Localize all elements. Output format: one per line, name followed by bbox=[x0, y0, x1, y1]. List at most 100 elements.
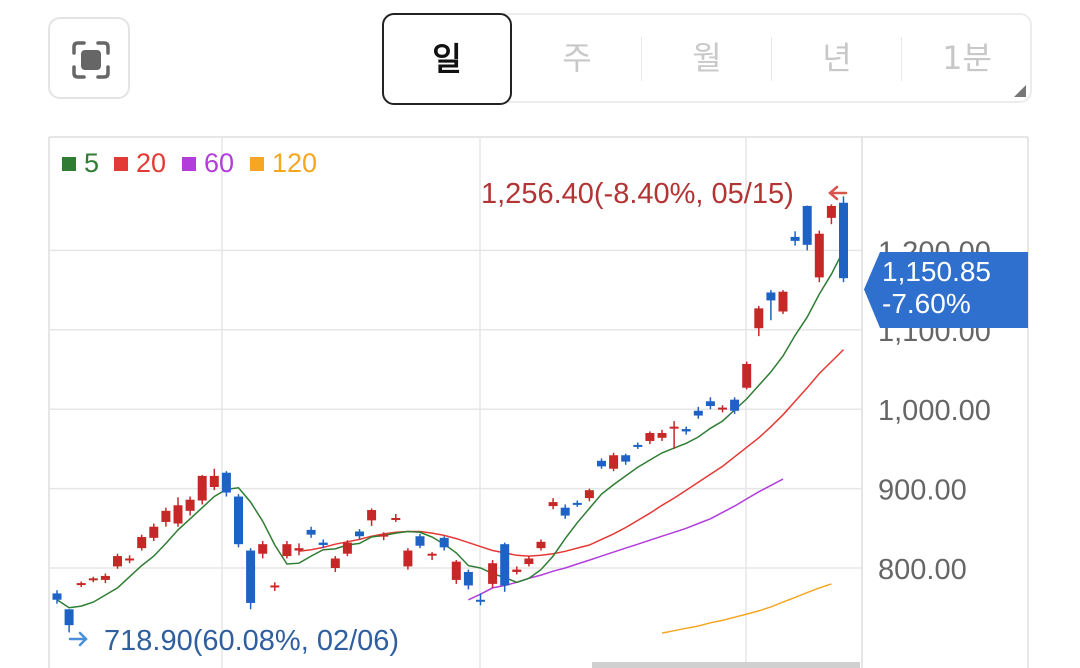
legend-label: 5 bbox=[84, 148, 99, 178]
candle-body bbox=[149, 526, 159, 538]
ma20-line bbox=[298, 349, 845, 557]
candle-body bbox=[705, 401, 715, 407]
candle-body bbox=[185, 499, 195, 511]
candle-body bbox=[560, 507, 570, 516]
tab-separator bbox=[641, 37, 642, 81]
candle-body bbox=[669, 426, 679, 429]
ma120-line bbox=[661, 583, 832, 634]
candle-body bbox=[52, 593, 62, 600]
candle-body bbox=[113, 556, 122, 567]
legend-swatch bbox=[62, 157, 76, 171]
period-tabs: 일 주 월 년 1분 bbox=[382, 13, 1032, 105]
candle-body bbox=[137, 537, 147, 549]
candle-body bbox=[246, 550, 256, 603]
candle-body bbox=[693, 410, 703, 416]
screenshot-button[interactable] bbox=[48, 17, 130, 99]
max-arrow-icon bbox=[828, 185, 848, 201]
y-tick-label: 900.00 bbox=[878, 475, 967, 507]
candle-body bbox=[754, 308, 764, 329]
candle-body bbox=[657, 433, 667, 438]
candle-body bbox=[76, 583, 86, 586]
legend-swatch bbox=[250, 157, 264, 171]
candle-body bbox=[839, 202, 848, 279]
legend-swatch bbox=[114, 157, 128, 171]
candle-body bbox=[342, 542, 352, 554]
candle-body bbox=[826, 205, 836, 218]
candle-body bbox=[318, 542, 328, 545]
legend-label: 20 bbox=[136, 148, 166, 178]
last-price-label: 1,150.85 bbox=[882, 256, 991, 287]
candle-body bbox=[451, 561, 461, 580]
candle-body bbox=[427, 553, 437, 556]
tab-day[interactable]: 일 bbox=[382, 13, 512, 105]
candle-body bbox=[270, 585, 280, 588]
candle-body bbox=[294, 548, 304, 551]
legend-swatch bbox=[182, 157, 196, 171]
ma5-line bbox=[56, 250, 845, 609]
min-price-annotation: 718.90(60.08%, 02/06) bbox=[104, 625, 399, 657]
candle-body bbox=[355, 531, 364, 537]
candle-body bbox=[645, 433, 655, 441]
last-price-marker bbox=[864, 252, 1028, 328]
candle-body bbox=[161, 510, 171, 522]
candle-body bbox=[403, 550, 413, 567]
candle-body bbox=[609, 455, 619, 469]
candle-body bbox=[209, 475, 219, 488]
tab-separator bbox=[901, 37, 902, 81]
candle-body bbox=[742, 363, 752, 388]
candle-body bbox=[597, 460, 606, 467]
candle-body bbox=[282, 544, 292, 557]
candle-body bbox=[415, 536, 425, 546]
legend-label: 60 bbox=[204, 148, 234, 178]
candle-body bbox=[500, 544, 510, 586]
candle-body bbox=[391, 517, 401, 520]
candle-body bbox=[330, 558, 340, 568]
candle-body bbox=[306, 529, 316, 535]
tab-week[interactable]: 주 bbox=[562, 39, 592, 77]
legend-label: 120 bbox=[272, 148, 317, 178]
tab-1min[interactable]: 1분 bbox=[942, 39, 992, 77]
candle-body bbox=[439, 537, 449, 548]
candle-body bbox=[463, 571, 473, 586]
resize-corner-icon bbox=[1014, 85, 1026, 97]
max-price-annotation: 1,256.40(-8.40%, 05/15) bbox=[481, 178, 794, 210]
screenshot-frame-icon bbox=[72, 41, 110, 79]
candle-body bbox=[173, 505, 183, 524]
candle-body bbox=[572, 502, 582, 505]
candle-body bbox=[379, 534, 389, 537]
candle-body bbox=[681, 429, 691, 432]
candle-body bbox=[633, 444, 643, 447]
candle-body bbox=[790, 236, 800, 241]
candle-body bbox=[730, 399, 740, 411]
tab-month[interactable]: 월 bbox=[692, 39, 722, 77]
candle-body bbox=[718, 407, 727, 410]
candle-body bbox=[512, 569, 522, 572]
candle-body bbox=[766, 292, 776, 301]
tab-year[interactable]: 년 bbox=[822, 39, 852, 77]
y-tick-label: 800.00 bbox=[878, 554, 967, 586]
candle-body bbox=[88, 578, 98, 581]
candle-body bbox=[814, 233, 824, 278]
y-tick-label: 1,000.00 bbox=[878, 395, 991, 427]
candle-body bbox=[476, 599, 485, 602]
scroll-thumb bbox=[592, 662, 860, 668]
candle-body bbox=[125, 558, 135, 561]
candle-body bbox=[488, 563, 498, 584]
candle-body bbox=[234, 496, 243, 545]
min-arrow-icon bbox=[68, 631, 88, 647]
candle-body bbox=[524, 558, 534, 565]
candle-body bbox=[64, 609, 74, 626]
candle-body bbox=[536, 541, 546, 549]
tab-separator bbox=[771, 37, 772, 81]
candle-body bbox=[100, 575, 110, 580]
candle-body bbox=[258, 544, 268, 554]
candle-body bbox=[367, 510, 377, 521]
candle-body bbox=[778, 291, 788, 312]
candle-body bbox=[197, 475, 207, 501]
candle-body bbox=[802, 205, 812, 245]
candle-body bbox=[584, 490, 594, 499]
candle-body bbox=[221, 472, 231, 493]
candle-body bbox=[621, 455, 631, 462]
candle-body bbox=[548, 502, 558, 507]
